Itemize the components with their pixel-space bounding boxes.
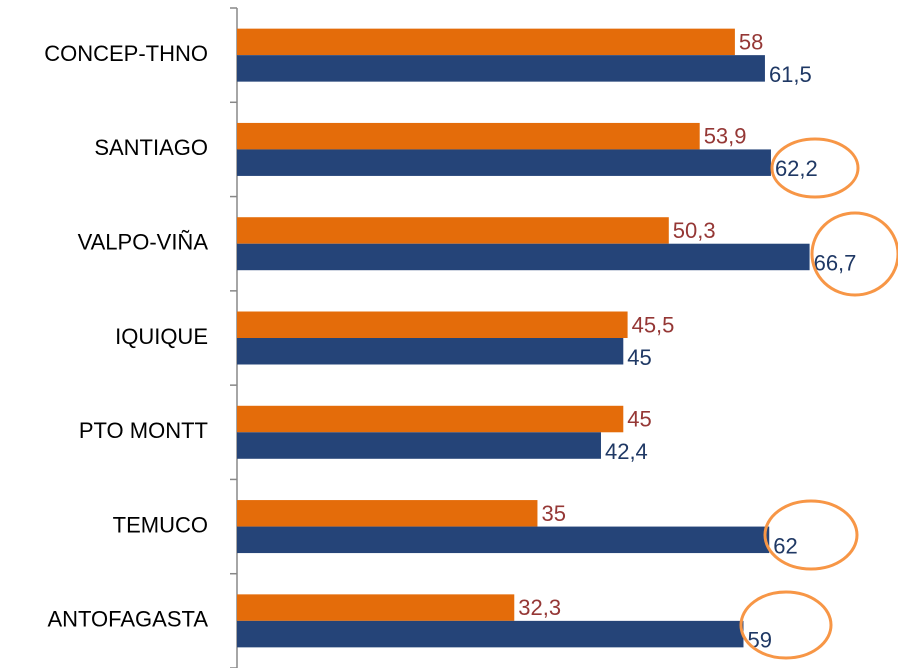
data-label: 59	[747, 628, 771, 653]
bar	[237, 620, 744, 648]
bar	[237, 28, 735, 56]
data-label: 45	[627, 345, 651, 370]
bar	[237, 432, 601, 459]
highlight-circle	[810, 211, 898, 297]
data-label: 45,5	[632, 312, 675, 337]
data-label: 32,3	[518, 595, 561, 620]
bar	[237, 55, 765, 82]
bar	[237, 526, 770, 554]
bar	[237, 405, 624, 433]
highlight-circle	[763, 499, 859, 571]
data-label: 62,2	[775, 156, 818, 181]
data-label: 53,9	[704, 124, 747, 149]
data-label: 42,4	[605, 439, 648, 464]
data-label: 50,3	[673, 218, 716, 243]
data-label: 66,7	[814, 251, 857, 276]
y-tick-label: ANTOFAGASTA	[47, 607, 208, 632]
bar	[237, 217, 669, 244]
data-label: 45	[627, 407, 651, 432]
y-tick-label: VALPO-VIÑA	[78, 230, 209, 255]
data-label: 58	[739, 29, 763, 54]
bar	[237, 122, 700, 150]
data-label: 35	[541, 501, 565, 526]
bar	[237, 149, 771, 176]
y-tick-label: CONCEP-THNO	[44, 41, 208, 66]
y-tick-label: PTO MONTT	[79, 418, 208, 443]
y-tick-label: IQUIQUE	[115, 324, 208, 349]
y-tick-label: SANTIAGO	[94, 135, 208, 160]
bar	[237, 338, 624, 365]
data-label: 62	[773, 533, 797, 558]
y-tick-label: TEMUCO	[113, 512, 208, 537]
annotation-circles	[739, 137, 898, 660]
highlight-circle	[739, 590, 833, 660]
data-label: 61,5	[769, 62, 812, 87]
highlight-circle	[770, 137, 860, 199]
bar	[237, 243, 810, 271]
bar	[237, 500, 538, 527]
bar	[237, 594, 515, 621]
bar	[237, 311, 628, 338]
